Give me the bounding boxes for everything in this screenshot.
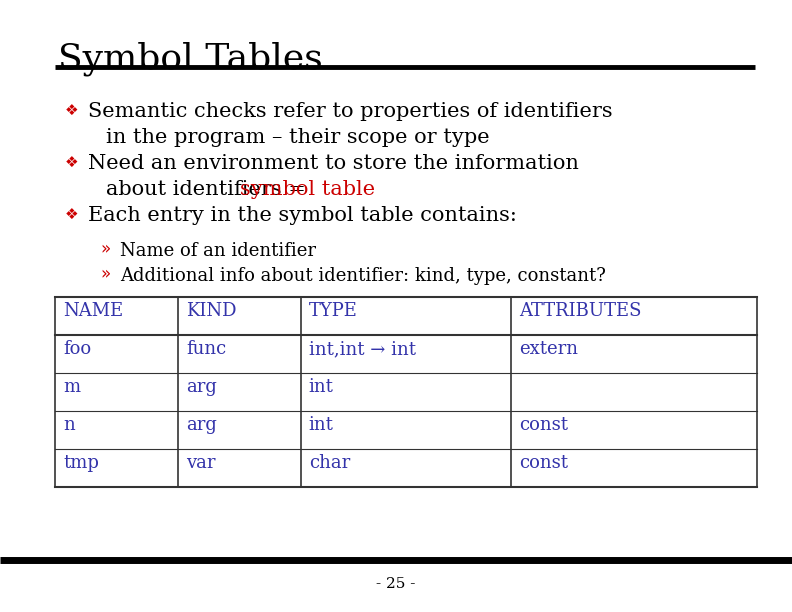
- Text: var: var: [186, 454, 215, 472]
- Text: ATTRIBUTES: ATTRIBUTES: [520, 302, 642, 320]
- Text: about identifiers =: about identifiers =: [106, 180, 313, 199]
- Text: m: m: [63, 378, 80, 396]
- Text: Each entry in the symbol table contains:: Each entry in the symbol table contains:: [88, 206, 517, 225]
- Text: int: int: [309, 416, 333, 434]
- Text: Need an environment to store the information: Need an environment to store the informa…: [88, 154, 579, 173]
- Text: n: n: [63, 416, 74, 434]
- Text: ❖: ❖: [65, 154, 79, 170]
- Text: int,int → int: int,int → int: [309, 340, 416, 358]
- Text: Semantic checks refer to properties of identifiers: Semantic checks refer to properties of i…: [88, 102, 613, 121]
- Text: KIND: KIND: [186, 302, 236, 320]
- Text: const: const: [520, 454, 569, 472]
- Text: ❖: ❖: [65, 206, 79, 222]
- Text: Name of an identifier: Name of an identifier: [120, 242, 316, 260]
- Text: arg: arg: [186, 378, 217, 396]
- Text: arg: arg: [186, 416, 217, 434]
- Text: »: »: [100, 265, 110, 283]
- Text: extern: extern: [520, 340, 578, 358]
- Text: func: func: [186, 340, 226, 358]
- Text: symbol table: symbol table: [240, 180, 375, 199]
- Text: char: char: [309, 454, 350, 472]
- Text: int: int: [309, 378, 333, 396]
- Text: tmp: tmp: [63, 454, 99, 472]
- Text: foo: foo: [63, 340, 91, 358]
- Text: Additional info about identifier: kind, type, constant?: Additional info about identifier: kind, …: [120, 267, 606, 285]
- Text: Symbol Tables: Symbol Tables: [58, 42, 323, 76]
- Text: const: const: [520, 416, 569, 434]
- Text: in the program – their scope or type: in the program – their scope or type: [106, 128, 489, 147]
- Text: NAME: NAME: [63, 302, 124, 320]
- Text: - 25 -: - 25 -: [376, 577, 416, 591]
- Text: »: »: [100, 240, 110, 258]
- Text: TYPE: TYPE: [309, 302, 357, 320]
- Text: ❖: ❖: [65, 102, 79, 118]
